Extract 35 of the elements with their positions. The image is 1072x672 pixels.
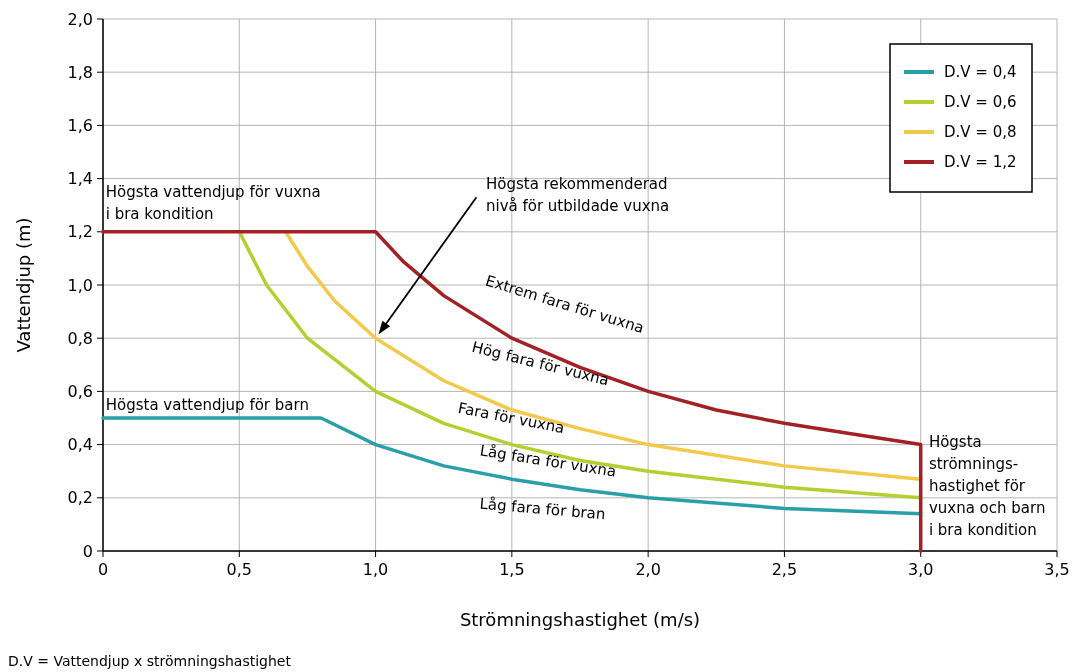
- y-axis-title: Vattendjup (m): [13, 217, 34, 353]
- annotation: Fara för vuxna: [456, 398, 566, 438]
- x-tick-label: 0,5: [226, 560, 253, 579]
- legend-label: D.V = 0,8: [944, 123, 1017, 142]
- line-series: [101, 230, 923, 553]
- y-tick-label: 1,0: [67, 275, 93, 295]
- x-tick-label: 2,5: [771, 560, 798, 579]
- y-tick-label: 0,6: [67, 382, 93, 401]
- y-tick-label: 1,6: [67, 116, 93, 135]
- x-tick-label: 0: [97, 560, 109, 579]
- y-tick-label: 1,2: [67, 222, 93, 242]
- annotation: Högsta vattendjup för vuxna i bra kondition: [105, 183, 321, 224]
- x-axis-title: Strömningshastighet (m/s): [459, 609, 701, 630]
- annotation: Låg fara för vuxna: [478, 441, 618, 481]
- x-tick-label: 3,0: [907, 560, 934, 579]
- x-tick-label: 2,0: [635, 560, 661, 579]
- y-tick-label: 0: [82, 541, 93, 561]
- legend-label: D.V = 0,6: [944, 93, 1017, 112]
- y-tick-label: 0,2: [67, 488, 93, 508]
- y-tick-label: 0,8: [67, 328, 93, 348]
- legend-label: D.V = 1,2: [944, 153, 1017, 172]
- legend-label: D.V = 0,4: [944, 63, 1017, 82]
- annotation: Högsta rekommenderad nivå för utbildade vuxna: [485, 175, 670, 216]
- y-tick-label: 1,8: [67, 62, 93, 82]
- y-tick-label: 1,4: [67, 169, 93, 189]
- annotation: Högsta strömnings- hastighet för vuxna och barn i bra kondition: [928, 433, 1046, 540]
- x-tick-label: 3,5: [1044, 560, 1070, 579]
- annotation: Låg fara för bran: [478, 494, 607, 524]
- text: D.V = Vattendjup x strömningshastighet: [8, 653, 292, 669]
- y-tick-label: 0,4: [67, 435, 93, 455]
- y-tick-label: 2,0: [67, 9, 93, 29]
- x-tick-label: 1,0: [362, 560, 389, 579]
- annotation: Hög fara för vuxna: [470, 337, 611, 390]
- x-tick-label: 1,5: [499, 560, 525, 579]
- annotation: Högsta vattendjup för barn: [105, 396, 309, 415]
